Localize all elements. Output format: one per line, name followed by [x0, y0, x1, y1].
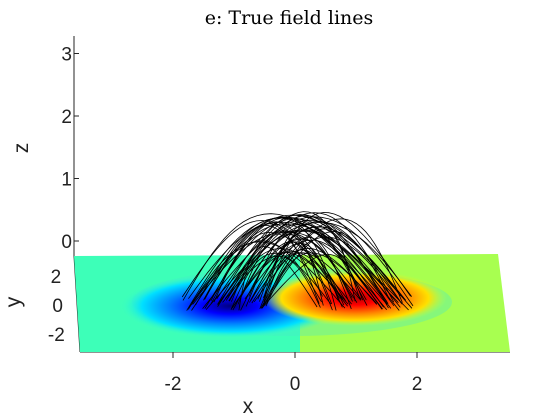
z-tick-label: 2 — [61, 107, 72, 128]
field-line — [216, 230, 343, 308]
x-tick-label: 2 — [412, 374, 423, 395]
z-tick-label: 0 — [61, 232, 72, 253]
y-axis-label: y — [2, 296, 25, 307]
field-lines — [181, 211, 414, 311]
field-line — [228, 219, 401, 302]
field-line — [238, 246, 318, 311]
field-line — [182, 213, 388, 305]
field-line — [262, 212, 411, 307]
field-line — [191, 216, 339, 311]
x-tick-label: -2 — [165, 374, 182, 395]
field-line — [213, 231, 352, 305]
z-axis-label: z — [10, 143, 33, 154]
x-tick-label: 0 — [290, 374, 301, 395]
y-tick-label: -2 — [48, 325, 65, 346]
y-tick-label: 2 — [51, 267, 62, 288]
z-tick-label: 3 — [61, 45, 72, 66]
field-line — [186, 217, 399, 311]
x-axis-label: x — [243, 395, 254, 418]
chart-title: e: True field lines — [205, 7, 374, 29]
field-line — [187, 241, 346, 310]
field-line — [204, 218, 401, 309]
field-line — [240, 241, 333, 311]
field-line — [224, 248, 348, 307]
positive-pole — [263, 270, 447, 326]
field-line — [210, 216, 392, 309]
field-line — [222, 255, 321, 308]
field-line — [240, 234, 324, 306]
magnetogram-surface — [74, 254, 510, 352]
field-line — [259, 252, 362, 310]
y-tick-label: 0 — [52, 296, 63, 317]
z-tick-label: 1 — [61, 170, 72, 191]
field-line — [217, 211, 361, 307]
